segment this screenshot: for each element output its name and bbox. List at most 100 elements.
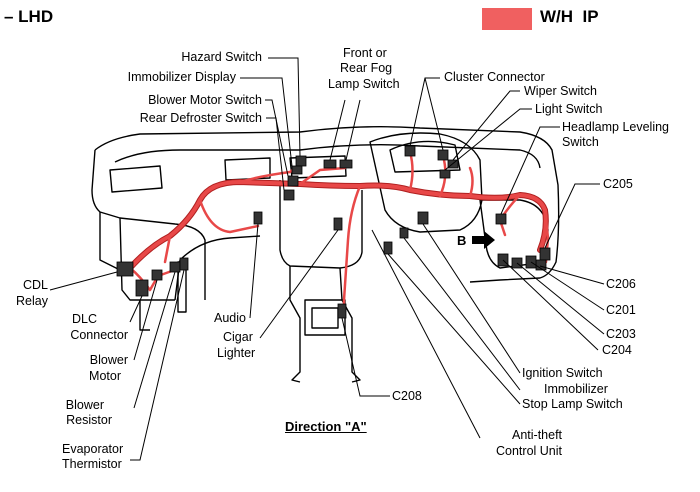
center-console-upper [279, 180, 363, 269]
label-cdl-relay-line2: Relay [16, 294, 48, 308]
center-console-lower [289, 266, 361, 383]
direction-a-caption: Direction "A" [285, 419, 367, 434]
label-rear-defroster-switch: Rear Defroster Switch [139, 111, 262, 125]
leader-ignition [422, 223, 521, 374]
connector-evaporator [179, 257, 189, 271]
leader-c205 [544, 183, 600, 249]
connector-cdl-relay [116, 261, 134, 277]
connector-dlc [135, 279, 149, 297]
leader-c203 [516, 262, 605, 335]
label-evaporator-line1: Evaporator [62, 442, 124, 456]
connector-cluster-1 [404, 145, 416, 157]
harness-main [128, 180, 548, 270]
label-front-rear-fog-line3: Lamp Switch [328, 77, 400, 91]
label-anti-theft-line2: Control Unit [496, 444, 562, 458]
leader-fog-b [345, 99, 361, 161]
leader-fog-a [329, 99, 346, 161]
label-blower-resistor-line1: Blower [65, 398, 104, 412]
connector-fog-switch [323, 159, 337, 169]
label-anti-theft-line1: Anti-theft [512, 428, 563, 442]
label-dlc-line2: Connector [70, 328, 128, 342]
connector-blower-switch [287, 175, 299, 187]
label-c201: C201 [606, 303, 636, 317]
label-front-rear-fog-line1: Front or [343, 46, 387, 60]
label-stop-lamp-switch: Stop Lamp Switch [522, 397, 623, 411]
connector-rear-defroster [283, 189, 295, 201]
label-immobilizer-display: Immobilizer Display [127, 70, 236, 84]
label-light-switch: Light Switch [535, 102, 603, 116]
label-immobilizer: Immobilizer [544, 382, 608, 396]
connector-c205 [539, 247, 551, 261]
leader-cigar [259, 229, 339, 339]
label-blower-resistor-line2: Resistor [66, 413, 112, 427]
leader-blower-resistor [133, 271, 176, 409]
leader-cluster-b [424, 77, 444, 151]
connector-cluster-2 [437, 149, 449, 161]
leader-cluster-a [409, 77, 440, 147]
connector-headlamp-leveling [495, 213, 507, 225]
label-evaporator-line2: Thermistor [62, 457, 122, 471]
connector-cigar [333, 217, 343, 231]
direction-b-arrow [472, 231, 495, 249]
left-vent [109, 165, 163, 193]
label-hazard-switch: Hazard Switch [181, 50, 262, 64]
harness-branch-center [342, 184, 362, 312]
label-blower-motor-line1: Blower [89, 353, 128, 367]
connector-fog-switch-2 [339, 159, 353, 169]
left-bracket-2 [139, 300, 150, 331]
label-cigar-line1: Cigar [223, 330, 253, 344]
connector-blower-resistor [169, 261, 181, 273]
center-vent-left [224, 157, 271, 181]
label-c208: C208 [392, 389, 422, 403]
label-cluster-connector: Cluster Connector [444, 70, 545, 84]
direction-b-marker: B [457, 233, 467, 248]
leader-lines [49, 57, 605, 461]
leader-hazard [268, 57, 301, 157]
leader-c206 [539, 265, 605, 285]
label-front-rear-fog-line2: Rear Fog [340, 61, 393, 75]
label-cigar-line2: Lighter [217, 346, 256, 360]
label-wiper-switch: Wiper Switch [524, 84, 597, 98]
orientation-title: – LHD [4, 7, 54, 26]
connector-stop-lamp [383, 241, 393, 255]
label-c205: C205 [603, 177, 633, 191]
label-blower-motor-line2: Motor [89, 369, 121, 383]
leader-anti-theft [371, 229, 481, 439]
leader-audio [249, 223, 259, 319]
leader-blower-motor [133, 279, 158, 361]
leader-c204 [502, 259, 599, 351]
label-dlc-line1: DLC [71, 312, 97, 326]
leader-immobilizer [403, 237, 521, 391]
connector-c208 [337, 303, 347, 319]
leader-blower-switch [265, 99, 289, 177]
dash-left-end [91, 149, 175, 301]
leader-cdl [49, 271, 118, 291]
leader-dlc [129, 295, 143, 323]
leader-c208 [341, 317, 390, 397]
connector-ignition [417, 211, 429, 225]
label-headlamp-leveling-line2: Switch [562, 135, 599, 149]
label-ignition-switch: Ignition Switch [522, 366, 603, 380]
connector-audio [253, 211, 263, 225]
leader-stop-lamp [387, 253, 521, 405]
label-c206: C206 [606, 277, 636, 291]
harness-branch-upper [238, 162, 347, 186]
leader-light [444, 108, 532, 171]
harness-legend-swatch [482, 8, 532, 30]
connector-hazard [295, 155, 307, 167]
dash-inner-top [114, 143, 541, 169]
leader-headlamp [500, 126, 560, 215]
leader-evaporator [130, 269, 185, 461]
dash-top-edge [94, 125, 560, 283]
connector-immobilizer-display [291, 165, 303, 175]
connector-light [439, 169, 451, 179]
label-audio: Audio [214, 311, 246, 325]
harness-legend-label: W/H IP [540, 7, 599, 26]
label-headlamp-leveling-line1: Headlamp Leveling [562, 120, 670, 134]
leader-immobilizer-display [240, 77, 293, 167]
connector-immobilizer [399, 227, 409, 239]
label-c203: C203 [606, 327, 636, 341]
harness-branch-left [163, 198, 260, 264]
